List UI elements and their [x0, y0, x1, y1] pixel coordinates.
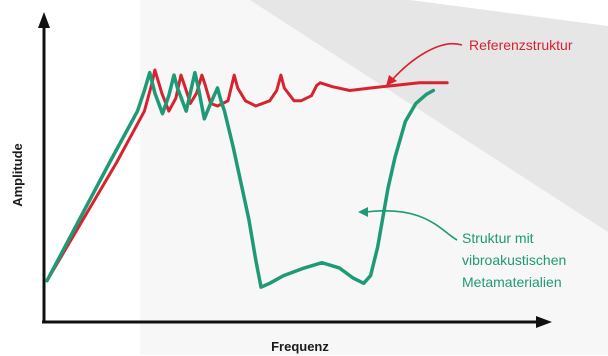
- annotation-line-3: Metamaterialien: [462, 274, 562, 290]
- annotation-label-referenzstruktur: Referenzstruktur: [469, 37, 573, 53]
- series-line-referenzstruktur: [45, 68, 449, 283]
- annotation-line-1: Struktur mit: [462, 230, 534, 246]
- annotation-arrow-green: [365, 210, 458, 241]
- x-axis-arrowhead: [536, 316, 552, 328]
- y-axis-arrowhead: [38, 12, 50, 28]
- background-white-triangle: [410, 0, 608, 26]
- y-axis-label: Amplitude: [10, 143, 25, 207]
- axes: [38, 12, 552, 328]
- annotation-arrow-red: [391, 42, 463, 81]
- annotation-arrowhead-green: [358, 207, 368, 217]
- background-gray-band: [250, 0, 608, 232]
- series-group: [45, 68, 449, 289]
- annotation-line-2: vibroakustischen: [462, 252, 566, 268]
- annotation-arrowhead-red: [386, 75, 397, 86]
- annotation-metamaterialien: Struktur mit vibroakustischen Metamateri…: [358, 207, 570, 290]
- background-shading: [140, 0, 608, 355]
- annotation-referenzstruktur: Referenzstruktur: [386, 37, 573, 86]
- series-line-metamaterialien: [45, 70, 436, 289]
- annotation-label-metamaterialien: Struktur mit vibroakustischen Metamateri…: [462, 230, 570, 290]
- x-axis-label: Frequenz: [271, 339, 329, 354]
